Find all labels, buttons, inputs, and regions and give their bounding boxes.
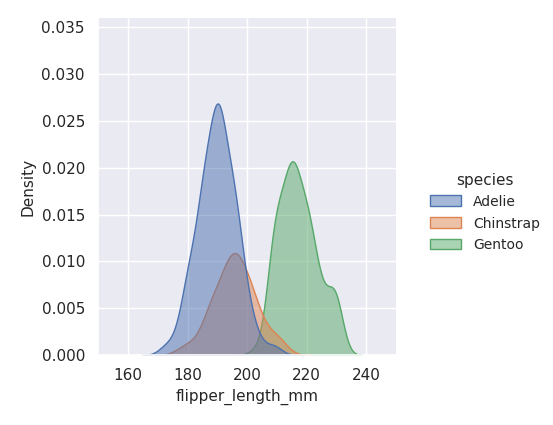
Y-axis label: Density: Density xyxy=(21,157,36,215)
Legend: Adelie, Chinstrap, Gentoo: Adelie, Chinstrap, Gentoo xyxy=(424,167,545,258)
X-axis label: flipper_length_mm: flipper_length_mm xyxy=(175,389,318,405)
